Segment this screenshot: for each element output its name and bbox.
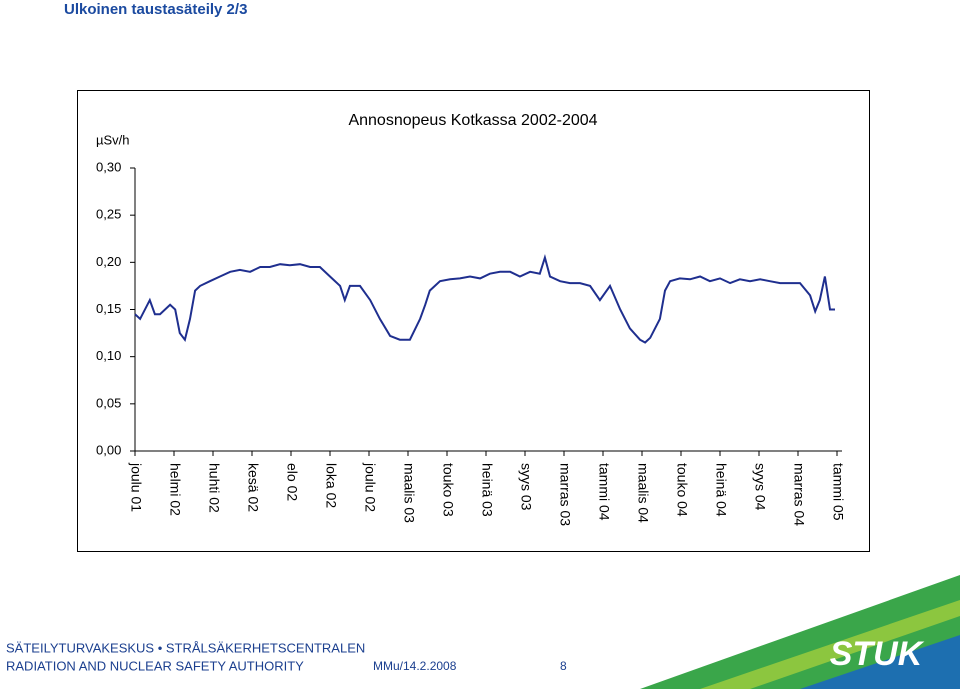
y-tick-label: 0,00: [96, 442, 121, 457]
x-tick-label: syys 04: [752, 463, 768, 511]
x-tick-label: huhti 02: [206, 463, 222, 513]
y-axis-label: µSv/h: [96, 132, 130, 147]
logo-stripe: [700, 600, 960, 689]
x-tick-label: tammi 04: [596, 463, 612, 521]
y-tick-label: 0,15: [96, 301, 121, 316]
x-tick-label: touko 03: [440, 463, 456, 517]
x-tick-label: maalis 03: [401, 463, 417, 523]
x-tick-label: tammi 05: [830, 463, 846, 521]
y-tick-label: 0,25: [96, 207, 121, 222]
org-line-1: SÄTEILYTURVAKESKUS • STRÅLSÄKERHETSCENTR…: [6, 640, 365, 655]
y-tick-label: 0,20: [96, 254, 121, 269]
logo-band: [640, 575, 960, 689]
y-tick-label: 0,05: [96, 395, 121, 410]
slide-title: Ulkoinen taustasäteily 2/3: [64, 1, 247, 18]
x-tick-label: touko 04: [674, 463, 690, 517]
x-tick-label: maalis 04: [635, 463, 651, 523]
x-tick-label: elo 02: [284, 463, 300, 501]
org-line-2: RADIATION AND NUCLEAR SAFETY AUTHORITY: [6, 658, 304, 673]
x-tick-label: loka 02: [323, 463, 339, 508]
x-tick-label: joulu 02: [362, 462, 378, 512]
author-date: MMu/14.2.2008: [373, 659, 457, 673]
y-tick-label: 0,10: [96, 348, 121, 363]
logo-band-blue: [800, 635, 960, 689]
page-number: 8: [560, 659, 567, 673]
data-line: [134, 254, 835, 344]
x-tick-label: joulu 01: [128, 462, 144, 512]
logo-text: STUK: [830, 635, 925, 673]
x-tick-label: marras 03: [557, 463, 573, 526]
x-tick-label: heinä 03: [479, 463, 495, 517]
x-tick-label: syys 03: [518, 463, 534, 511]
x-tick-label: marras 04: [791, 463, 807, 526]
x-tick-label: kesä 02: [245, 463, 261, 512]
y-tick-label: 0,30: [96, 159, 121, 174]
plot: 0,00 0,05 0,10 0,15 0,20 0,25 0,30 joulu 01 helm…: [96, 159, 846, 526]
x-tick-label: helmi 02: [167, 463, 183, 516]
chart-title: Annosnopeus Kotkassa 2002-2004: [348, 112, 597, 129]
chart-frame: [77, 90, 870, 552]
x-tick-label: heinä 04: [713, 463, 729, 517]
